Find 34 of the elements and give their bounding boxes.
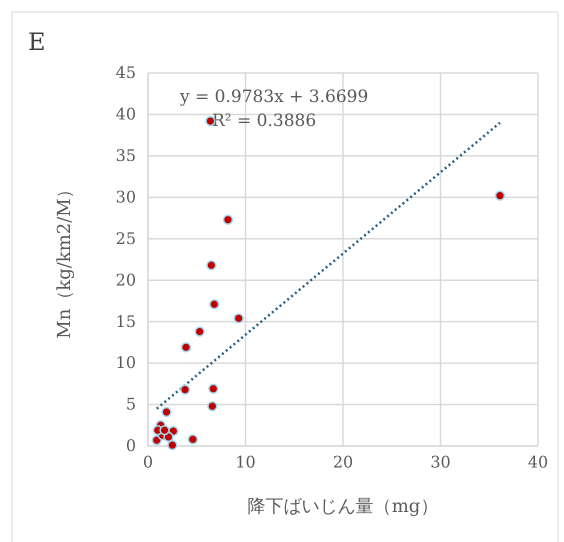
x-axis-title: 降下ばいじん量（mg） (248, 496, 438, 517)
y-tick-label: 45 (116, 63, 136, 82)
x-tick-label: 0 (142, 452, 154, 472)
point (188, 434, 198, 444)
point (208, 384, 218, 394)
y-axis-title: Mn（kg/km2/M） (54, 180, 75, 339)
point (209, 299, 220, 310)
annotation: R² = 0.3886 (212, 111, 316, 131)
chart-title: E (28, 28, 46, 56)
point (207, 401, 218, 412)
x-tick-label: 10 (235, 452, 256, 472)
y-tick-label: 5 (126, 394, 136, 414)
x-tick-label: 40 (528, 452, 548, 472)
point (494, 190, 506, 201)
x-tick-label: 30 (430, 452, 451, 472)
y-tick-label: 25 (116, 228, 136, 248)
y-tick-label: 30 (116, 187, 136, 206)
point (194, 326, 205, 337)
point (222, 214, 234, 225)
point (161, 406, 172, 418)
point (180, 384, 190, 395)
point (167, 440, 178, 450)
y-tick-label: 35 (116, 146, 136, 166)
y-tick-label: 40 (116, 104, 136, 124)
point (180, 342, 192, 352)
y-tick-label: 10 (116, 353, 136, 372)
y-tick-label: 15 (116, 312, 136, 331)
y-tick-label: 20 (116, 270, 136, 290)
point (206, 260, 216, 270)
point (234, 313, 244, 324)
annotation: y = 0.9783x + 3.6699 (179, 87, 368, 107)
point (159, 425, 170, 436)
y-tick-label: 0 (126, 436, 136, 456)
x-tick-label: 20 (332, 452, 354, 472)
